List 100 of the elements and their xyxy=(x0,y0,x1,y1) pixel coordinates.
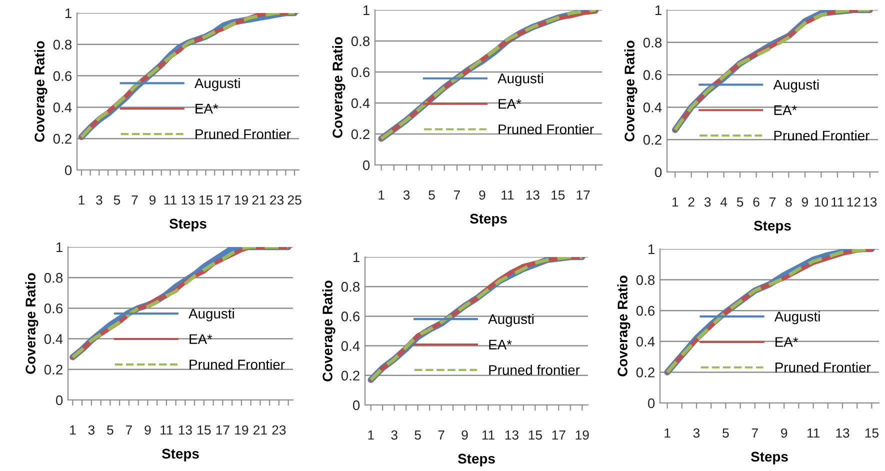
x-tick-label: 3 xyxy=(403,190,410,200)
x-tick-label: 5 xyxy=(414,430,421,440)
y-tick-label: 0.6 xyxy=(53,71,72,81)
y-tick-label: 0 xyxy=(352,400,360,410)
y-tick-label: 0.8 xyxy=(636,275,655,285)
legend-label: Augusti xyxy=(194,78,240,91)
x-tick-label: 4 xyxy=(720,197,728,207)
legend-label: Augusti xyxy=(774,311,820,324)
x-tick-label: 2 xyxy=(688,197,694,207)
x-tick-label: 23 xyxy=(270,195,284,205)
y-tick-label: 0.8 xyxy=(44,272,63,283)
x-tick-label: 1 xyxy=(672,197,678,207)
x-tick-label: 17 xyxy=(217,195,230,205)
x-tick-label: 15 xyxy=(199,195,213,205)
y-axis-title: Coverage Ratio xyxy=(34,41,48,142)
legend-label: EA* xyxy=(489,340,512,350)
y-axis-title: Coverage Ratio xyxy=(322,280,336,382)
x-tick-label: 15 xyxy=(528,430,542,440)
x-tick-label: 13 xyxy=(182,195,195,205)
x-tick-label: 11 xyxy=(502,190,514,200)
y-tick-label: 0.2 xyxy=(44,364,62,375)
x-tick-label: 21 xyxy=(252,195,266,205)
x-tick-label: 15 xyxy=(552,190,565,200)
y-tick-label: 0.6 xyxy=(44,304,63,314)
x-tick-label: 7 xyxy=(770,197,776,207)
x-tick-label: 17 xyxy=(576,190,590,200)
x-tick-label: 11 xyxy=(832,197,844,207)
x-tick-label: 7 xyxy=(132,195,138,205)
y-tick-label: 0.8 xyxy=(643,38,662,48)
x-tick-label: 7 xyxy=(438,430,444,440)
x-tick-label: 3 xyxy=(88,425,95,435)
y-tick-label: 0.6 xyxy=(341,312,360,322)
x-tick-label: 9 xyxy=(802,197,808,207)
y-axis-title: Coverage Ratio xyxy=(25,273,38,374)
y-tick-label: 1 xyxy=(655,5,662,16)
y-tick-label: 0.4 xyxy=(44,334,63,344)
x-tick-label: 13 xyxy=(526,190,540,200)
legend-label: Pruned Frontier xyxy=(776,362,871,372)
x-tick-label: 23 xyxy=(272,425,286,435)
legend-label: Augusti xyxy=(188,308,234,322)
legend-label: Pruned Frontier xyxy=(774,130,870,141)
y-tick-label: 1 xyxy=(56,242,62,252)
y-axis-title: Coverage Ratio xyxy=(617,276,630,376)
y-tick-label: 0.4 xyxy=(341,341,360,351)
x-tick-label: 9 xyxy=(462,430,468,440)
x-axis-title: Steps xyxy=(470,214,507,226)
legend-label: Pruned Frontier xyxy=(190,359,285,370)
y-tick-label: 0.4 xyxy=(351,98,370,108)
x-tick-label: 21 xyxy=(254,425,267,435)
x-tick-label: 13 xyxy=(505,430,518,440)
legend-label: Pruned Frontier xyxy=(498,124,594,134)
legend-label: EA* xyxy=(498,99,522,109)
x-axis-title: Steps xyxy=(169,218,206,232)
y-tick-label: 0.8 xyxy=(351,36,370,46)
x-tick-label: 13 xyxy=(178,425,192,435)
x-tick-label: 7 xyxy=(126,425,132,435)
x-tick-label: 9 xyxy=(479,190,486,200)
y-tick-label: 0.8 xyxy=(53,40,72,50)
legend-label: Augusti xyxy=(773,79,819,92)
x-tick-label: 17 xyxy=(216,425,230,435)
y-tick-label: 0.2 xyxy=(636,368,654,378)
x-tick-label: 3 xyxy=(704,197,711,207)
y-tick-label: 0.6 xyxy=(643,70,662,80)
legend-label: Augusti xyxy=(498,73,543,86)
x-tick-label: 15 xyxy=(865,428,878,438)
y-tick-label: 0.6 xyxy=(351,67,370,78)
y-tick-label: 1 xyxy=(353,252,360,262)
y-tick-label: 1 xyxy=(648,244,654,254)
legend-label: EA* xyxy=(196,104,218,114)
x-tick-label: 25 xyxy=(288,195,302,205)
x-tick-label: 12 xyxy=(847,197,860,207)
x-tick-label: 13 xyxy=(864,197,877,207)
legend-label: EA* xyxy=(776,337,798,347)
x-tick-label: 9 xyxy=(149,195,156,205)
x-axis-title: Steps xyxy=(162,448,199,462)
x-tick-label: 1 xyxy=(378,190,384,200)
legend-label: Augusti xyxy=(488,314,534,327)
x-tick-label: 1 xyxy=(664,428,670,438)
x-tick-label: 5 xyxy=(722,428,729,438)
legend-label: Pruned frontier xyxy=(489,364,580,375)
y-tick-label: 1 xyxy=(65,8,72,18)
x-tick-label: 5 xyxy=(107,425,114,435)
x-tick-label: 5 xyxy=(114,195,120,205)
y-axis-title: Coverage Ratio xyxy=(332,37,346,138)
x-tick-label: 7 xyxy=(454,190,460,200)
x-axis-title: Steps xyxy=(754,220,791,234)
x-tick-label: 8 xyxy=(786,197,792,207)
y-tick-label: 0 xyxy=(362,160,370,170)
y-tick-label: 0 xyxy=(654,167,662,178)
x-tick-label: 19 xyxy=(235,425,248,435)
x-tick-label: 5 xyxy=(736,197,744,207)
x-tick-label: 10 xyxy=(814,197,828,207)
x-tick-label: 17 xyxy=(552,430,566,440)
x-tick-label: 1 xyxy=(78,195,84,205)
y-tick-label: 0.2 xyxy=(643,134,662,145)
x-tick-label: 11 xyxy=(164,195,176,205)
x-tick-label: 9 xyxy=(781,428,788,438)
x-tick-label: 3 xyxy=(391,430,398,440)
x-axis-title: Steps xyxy=(458,454,495,466)
x-tick-label: 19 xyxy=(576,430,589,440)
